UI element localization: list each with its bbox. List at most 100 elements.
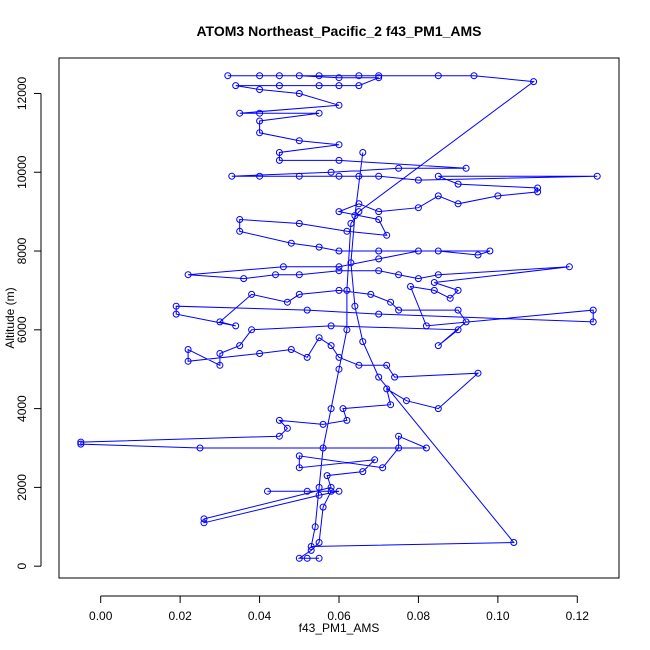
data-point (327, 483, 335, 491)
data-point (395, 444, 403, 452)
data-point (303, 487, 311, 495)
data-point (327, 322, 335, 330)
data-point (307, 546, 315, 554)
data-point (319, 444, 327, 452)
data-point (343, 227, 351, 235)
data-point (77, 440, 85, 448)
data-point (264, 487, 271, 495)
data-point (275, 72, 283, 80)
data-point (395, 271, 403, 279)
plot-area (77, 72, 601, 562)
data-point (77, 438, 85, 446)
data-point (335, 263, 343, 271)
data-point (383, 361, 391, 369)
data-point (434, 271, 442, 279)
data-point (383, 385, 391, 393)
data-point (307, 543, 315, 550)
data-point (275, 149, 283, 156)
data-point (319, 420, 327, 428)
data-point (232, 322, 240, 330)
data-point (275, 82, 283, 90)
data-point (422, 444, 430, 452)
data-point (256, 117, 264, 125)
data-point (303, 353, 311, 361)
data-point (216, 361, 224, 369)
data-point (375, 72, 383, 80)
data-point (327, 405, 335, 413)
data-point (335, 82, 343, 90)
data-point (303, 554, 311, 562)
y-tick-label: 0 (15, 563, 29, 570)
data-point (359, 468, 367, 476)
data-point (216, 318, 224, 326)
data-point (196, 444, 204, 452)
data-point (295, 90, 303, 97)
data-point (315, 109, 323, 117)
y-tick-label: 6000 (15, 316, 29, 343)
y-tick-label: 8000 (15, 237, 29, 264)
data-point (387, 401, 395, 409)
data-point (335, 208, 343, 216)
data-point (256, 172, 264, 180)
data-point (256, 109, 264, 117)
y-tick-label: 2000 (15, 474, 29, 501)
data-point (295, 464, 303, 472)
data-point (172, 302, 180, 310)
data-point (534, 188, 542, 196)
data-point (351, 302, 359, 310)
data-point (462, 164, 470, 172)
data-point (470, 72, 478, 80)
data-point (387, 298, 395, 306)
data-point (283, 424, 291, 432)
data-point (287, 346, 295, 353)
data-point (319, 503, 327, 511)
data-point (454, 180, 462, 188)
data-point (355, 361, 363, 369)
data-point (236, 227, 244, 235)
data-point (379, 464, 387, 472)
data-point (295, 452, 303, 460)
x-tick-label: 0.12 (566, 609, 590, 623)
data-point (395, 164, 403, 172)
data-point (184, 271, 192, 279)
data-point (474, 369, 482, 377)
data-point (434, 192, 442, 200)
data-point (315, 334, 323, 342)
data-point (375, 74, 383, 82)
data-point (414, 204, 422, 212)
data-point (275, 416, 283, 424)
data-point (375, 255, 383, 263)
data-point (367, 290, 375, 298)
data-point (287, 239, 295, 247)
data-point (327, 342, 335, 350)
data-point (335, 487, 343, 495)
data-point (375, 310, 383, 318)
data-point (216, 350, 224, 357)
x-tick-label: 0.10 (486, 609, 510, 623)
x-tick-label: 0.04 (248, 609, 272, 623)
data-point (430, 279, 438, 286)
data-point (355, 172, 363, 180)
data-point (327, 168, 335, 176)
data-point (275, 156, 283, 164)
data-point (434, 72, 442, 80)
data-point (403, 397, 410, 405)
data-point (315, 539, 323, 546)
data-point (236, 216, 244, 223)
data-point (200, 515, 208, 523)
data-point (240, 275, 248, 283)
y-tick-label: 4000 (15, 395, 29, 422)
data-point (311, 523, 319, 531)
data-point (446, 294, 454, 302)
data-point (407, 283, 414, 290)
x-tick-label: 0.00 (89, 609, 113, 623)
data-point (228, 172, 236, 180)
data-point (359, 149, 367, 156)
data-point (256, 86, 264, 93)
data-point (422, 322, 430, 330)
data-point (414, 247, 422, 255)
y-axis: 0 2000 4000 6000 8000 10000 12000 (15, 76, 42, 570)
chart-title: ATOM3 Northeast_Pacific_2 f43_PM1_AMS (196, 23, 481, 39)
data-point (256, 72, 264, 80)
